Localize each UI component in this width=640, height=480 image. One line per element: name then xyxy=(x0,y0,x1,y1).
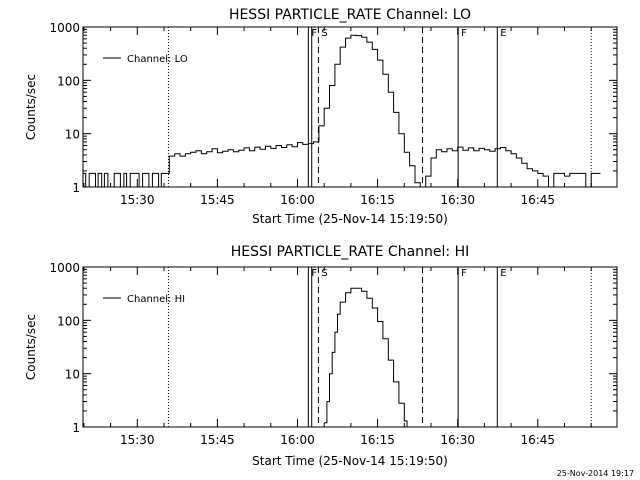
x-tick-label: 16:30 xyxy=(440,193,475,207)
x-tick-label: 16:00 xyxy=(280,433,315,447)
marker-label: S xyxy=(321,268,327,279)
x-axis-label: Start Time (25-Nov-14 15:19:50) xyxy=(252,454,448,468)
x-tick-label: 16:15 xyxy=(360,433,395,447)
marker-label: S xyxy=(321,28,327,39)
y-tick-label: 100 xyxy=(57,74,80,88)
marker-label: F xyxy=(311,268,317,279)
y-tick-label: 100 xyxy=(57,314,80,328)
series-line xyxy=(83,34,601,188)
y-axis-label: Counts/sec xyxy=(24,74,38,140)
x-tick-label: 15:30 xyxy=(120,433,155,447)
series-line xyxy=(324,287,408,427)
x-tick-label: 15:45 xyxy=(200,433,235,447)
marker-label: F xyxy=(461,28,467,39)
y-tick-label: 1 xyxy=(72,181,80,195)
panel-1: HESSI PARTICLE_RATE Channel: LO Start Tim… xyxy=(24,7,618,226)
x-tick-label: 15:30 xyxy=(120,193,155,207)
marker-label: F xyxy=(461,268,467,279)
y-tick-label: 1 xyxy=(72,421,80,435)
x-tick-label: 16:45 xyxy=(520,433,555,447)
legend-label: Channel: HI xyxy=(127,294,185,305)
x-tick-label: 16:30 xyxy=(440,433,475,447)
chart-title: HESSI PARTICLE_RATE Channel: LO xyxy=(229,7,471,23)
chart-title: HESSI PARTICLE_RATE Channel: HI xyxy=(231,244,469,260)
y-axis-label: Counts/sec xyxy=(24,314,38,380)
y-tick-label: 10 xyxy=(65,128,80,142)
x-tick-label: 16:00 xyxy=(280,193,315,207)
x-axis-label: Start Time (25-Nov-14 15:19:50) xyxy=(252,212,448,226)
y-tick-label: 1000 xyxy=(49,21,80,35)
marker-label: E xyxy=(500,268,506,279)
plot-frame xyxy=(82,26,618,188)
x-tick-label: 16:15 xyxy=(360,193,395,207)
marker-label: F xyxy=(311,28,317,39)
legend-label: Channel: LO xyxy=(127,54,188,65)
y-tick-label: 10 xyxy=(65,368,80,382)
plot-frame xyxy=(82,266,618,428)
timestamp-stamp: 25-Nov-2014 19:17 xyxy=(556,469,634,478)
y-tick-label: 1000 xyxy=(49,261,80,275)
x-tick-label: 15:45 xyxy=(200,193,235,207)
panel-2: HESSI PARTICLE_RATE Channel: HI Start Tim… xyxy=(24,244,618,468)
marker-label: E xyxy=(500,28,506,39)
x-tick-label: 16:45 xyxy=(520,193,555,207)
